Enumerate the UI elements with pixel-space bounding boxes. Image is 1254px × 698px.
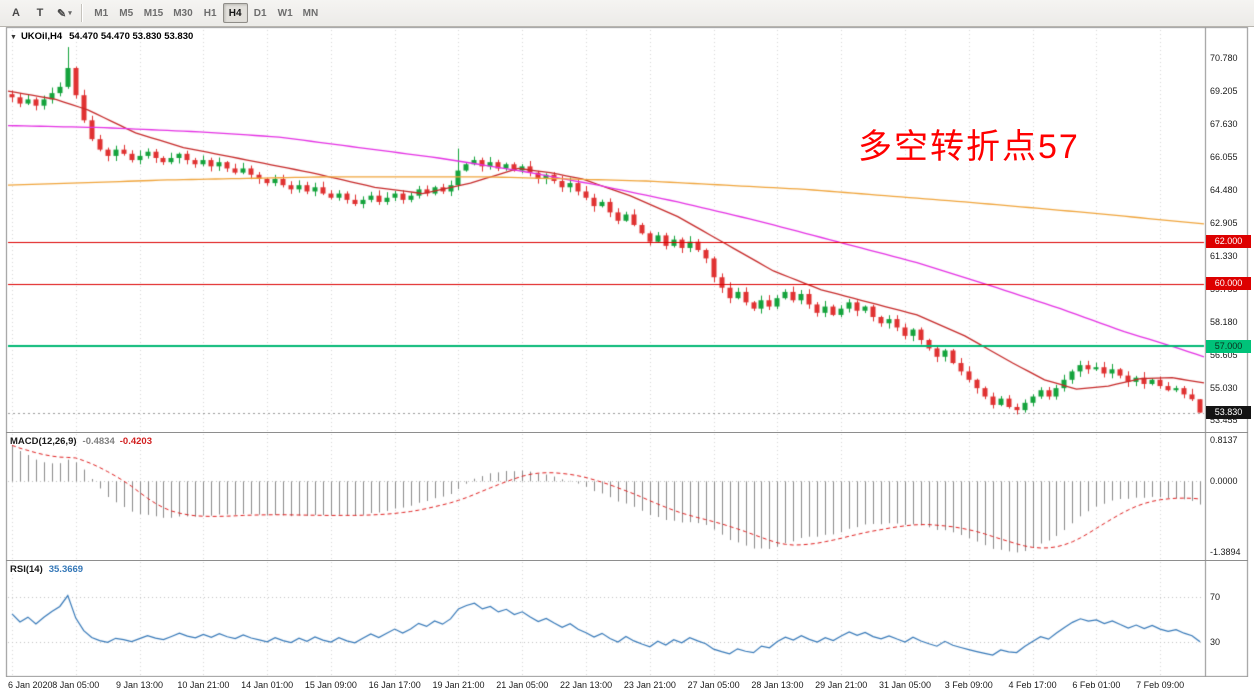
time-axis[interactable]: 6 Jan 2020 8 Jan 05:00 9 Jan 13:00 10 Jan 2…: [0, 677, 1254, 698]
price-axis-label: 56.605: [1210, 349, 1238, 360]
time-axis-label: 22 Jan 13:00: [560, 680, 613, 690]
panel-separator[interactable]: [6, 560, 1248, 561]
time-axis-label: 21 Jan 05:00: [496, 680, 549, 690]
rsi-axis-label: 70: [1210, 591, 1221, 602]
symbol-name: UKOil,H4: [20, 31, 63, 42]
quick-trade-arrow-icon[interactable]: ▼: [10, 34, 17, 41]
price-axis-label: 58.180: [1210, 316, 1238, 327]
time-axis-label: 14 Jan 01:00: [241, 680, 294, 690]
macd-axis-label: 0.0000: [1210, 476, 1238, 487]
price-axis-label: 64.480: [1210, 184, 1238, 195]
chevron-down-icon: ▾: [68, 10, 72, 17]
symbol-ohlc-title: ▼ UKOil,H4 54.470 54.470 53.830 53.830: [10, 31, 193, 42]
macd-signal-value: -0.4203: [119, 436, 152, 447]
timeframe-button-mn[interactable]: MN: [298, 3, 324, 23]
timeframe-button-m15[interactable]: M15: [139, 3, 168, 23]
price-axis-label: 70.780: [1210, 52, 1238, 63]
time-axis-label: 3 Feb 09:00: [944, 680, 993, 690]
price-axis-label: 61.330: [1210, 250, 1238, 261]
rsi-indicator-title: RSI(14) 35.3669: [10, 564, 83, 575]
macd-label: MACD(12,26,9): [10, 436, 77, 447]
price-axis-label: 53.455: [1210, 415, 1238, 426]
timeframe-button-m1[interactable]: M1: [89, 3, 114, 23]
time-axis-label: 29 Jan 21:00: [815, 680, 868, 690]
price-level-badge: 53.830: [1206, 406, 1251, 420]
price-axis-label: 67.630: [1210, 118, 1238, 129]
price-axis[interactable]: 70.780 69.205 67.630 66.055 64.480 62.905 61.3…: [1206, 28, 1253, 676]
time-axis-label: 4 Feb 17:00: [1008, 680, 1057, 690]
price-level-badge: 60.000: [1206, 277, 1251, 291]
time-axis-label: 8 Jan 05:00: [52, 680, 100, 690]
time-axis-label: 31 Jan 05:00: [878, 680, 932, 690]
draw-tool-button[interactable]: ✎ ▾: [53, 3, 76, 23]
price-level-badge: 62.000: [1206, 235, 1251, 249]
price-axis-label: 69.205: [1210, 85, 1238, 96]
macd-main-value: -0.4834: [82, 436, 115, 447]
time-axis-label: 16 Jan 17:00: [368, 680, 421, 690]
time-axis-label: 9 Jan 13:00: [116, 680, 164, 690]
panel-separator[interactable]: [6, 432, 1248, 433]
time-axis-label: 19 Jan 21:00: [432, 680, 485, 690]
chart-text-annotation[interactable]: 多空转折点57: [858, 128, 1080, 166]
macd-axis-label: -1.3894: [1210, 547, 1241, 557]
timeframe-button-d1[interactable]: D1: [248, 3, 273, 23]
timeframe-button-w1[interactable]: W1: [273, 3, 298, 23]
toolbar: A T ✎ ▾ M1 M5 M15 M30 H1 H4 D1 W1 MN: [0, 0, 1254, 27]
price-axis-label: 55.030: [1210, 382, 1238, 393]
annotation-tool-button[interactable]: A: [5, 3, 27, 23]
macd-indicator-title: MACD(12,26,9) -0.4834 -0.4203: [10, 436, 152, 447]
price-axis-label: 62.905: [1210, 217, 1238, 228]
macd-axis-label: 0.8137: [1210, 435, 1238, 445]
time-axis-label: 7 Feb 09:00: [1136, 680, 1185, 690]
pencil-icon: ✎: [57, 7, 67, 20]
time-axis-label: 28 Jan 13:00: [751, 680, 804, 690]
time-axis-label: 6 Jan 2020: [8, 680, 53, 690]
time-axis-label: 10 Jan 21:00: [177, 680, 230, 690]
timeframe-button-m30[interactable]: M30: [168, 3, 197, 23]
ohlc-values: 54.470 54.470 53.830 53.830: [69, 31, 194, 42]
price-axis-label: 66.055: [1210, 151, 1238, 162]
time-axis-label: 15 Jan 09:00: [304, 680, 357, 690]
toolbar-separator: [80, 4, 83, 22]
rsi-value: 35.3669: [48, 564, 84, 575]
timeframe-button-h4[interactable]: H4: [222, 3, 248, 23]
text-tool-button[interactable]: T: [29, 3, 51, 23]
rsi-axis-label: 30: [1210, 637, 1221, 648]
time-axis-label: 23 Jan 21:00: [623, 680, 676, 690]
rsi-label: RSI(14): [10, 564, 43, 575]
timeframe-button-m5[interactable]: M5: [114, 3, 139, 23]
timeframe-button-h1[interactable]: H1: [198, 3, 223, 23]
time-axis-label: 27 Jan 05:00: [687, 680, 740, 690]
price-level-badge: 57.000: [1206, 339, 1251, 353]
time-axis-label: 6 Feb 01:00: [1072, 680, 1121, 690]
